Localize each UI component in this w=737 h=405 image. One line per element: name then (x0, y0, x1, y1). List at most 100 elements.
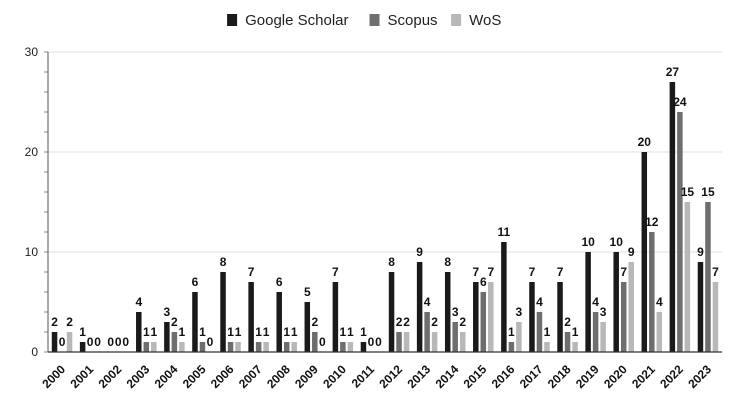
bar-wos-2019 (600, 322, 606, 352)
bar-wos-2023 (712, 282, 719, 352)
data-label-wos-2005: 0 (207, 335, 214, 349)
data-label-wos-2007: 1 (263, 325, 270, 339)
x-tick-label-2009: 2009 (292, 362, 321, 391)
data-label-google-scholar-2002: 0 (107, 335, 114, 349)
bar-wos-2012 (403, 332, 410, 352)
bar-wos-2007 (263, 342, 269, 352)
bar-google-scholar-2006 (220, 272, 226, 352)
data-label-scopus-2001: 0 (87, 335, 94, 349)
x-tick-label-2019: 2019 (573, 362, 602, 391)
data-label-google-scholar-2010: 7 (332, 265, 339, 279)
x-tick-label-2000: 2000 (39, 362, 68, 391)
bar-wos-2020 (628, 262, 634, 352)
bar-scopus-2003 (143, 342, 150, 352)
data-label-scopus-2021: 12 (645, 215, 659, 229)
data-label-scopus-2015: 6 (480, 275, 487, 289)
data-label-google-scholar-2001: 1 (79, 325, 86, 339)
data-label-google-scholar-2011: 1 (360, 325, 367, 339)
data-label-scopus-2008: 1 (283, 325, 290, 339)
bar-scopus-2019 (592, 312, 599, 352)
y-tick-label-0: 0 (31, 345, 38, 359)
data-label-wos-2003: 1 (150, 325, 157, 339)
bar-scopus-2010 (340, 342, 346, 352)
bar-google-scholar-2021 (641, 152, 648, 352)
bar-wos-2021 (656, 312, 663, 352)
data-label-google-scholar-2007: 7 (248, 265, 255, 279)
data-label-scopus-2009: 2 (311, 315, 318, 329)
data-label-scopus-2013: 4 (424, 295, 431, 309)
data-label-wos-2008: 1 (291, 325, 298, 339)
data-label-google-scholar-2020: 10 (610, 235, 624, 249)
bar-wos-2022 (684, 202, 691, 352)
data-label-google-scholar-2012: 8 (388, 255, 395, 269)
legend-label-wos: WoS (469, 12, 501, 29)
gridlines (48, 51, 722, 253)
data-label-wos-2002: 0 (122, 335, 129, 349)
bar-google-scholar-2001 (79, 342, 86, 352)
legend: Google Scholar Scopus WoS (227, 12, 501, 29)
data-label-google-scholar-2013: 9 (416, 245, 423, 259)
bar-scopus-2008 (283, 342, 290, 352)
data-label-google-scholar-2019: 10 (581, 235, 595, 249)
x-tick-label-2018: 2018 (545, 362, 574, 391)
bar-wos-2006 (235, 342, 241, 352)
data-label-wos-2021: 4 (656, 295, 663, 309)
data-label-scopus-2000: 0 (59, 335, 66, 349)
legend-swatch-wos (451, 14, 462, 26)
bar-scopus-2009 (312, 332, 318, 352)
data-label-scopus-2005: 1 (199, 325, 206, 339)
bar-google-scholar-2011 (360, 342, 367, 352)
data-label-scopus-2006: 1 (227, 325, 234, 339)
bar-google-scholar-2019 (585, 252, 591, 352)
x-tick-label-2007: 2007 (236, 362, 265, 391)
data-label-scopus-2016: 1 (508, 325, 515, 339)
data-label-google-scholar-2003: 4 (135, 295, 142, 309)
data-label-google-scholar-2023: 9 (697, 245, 704, 259)
x-tick-label-2023: 2023 (685, 362, 714, 391)
x-tick-label-2011: 2011 (349, 362, 378, 391)
data-label-scopus-2023: 15 (701, 185, 715, 199)
bar-scopus-2017 (536, 312, 543, 352)
data-label-wos-2020: 9 (628, 245, 635, 259)
data-label-scopus-2019: 4 (592, 295, 599, 309)
x-tick-label-2021: 2021 (629, 362, 658, 391)
bar-scopus-2022 (677, 112, 683, 352)
data-label-scopus-2004: 2 (171, 315, 178, 329)
data-label-scopus-2011: 0 (368, 335, 375, 349)
data-label-wos-2001: 0 (94, 335, 101, 349)
bar-google-scholar-2016 (501, 242, 507, 352)
x-tick-label-2016: 2016 (489, 362, 518, 391)
bar-scopus-2021 (649, 232, 655, 352)
bar-scopus-2007 (255, 342, 262, 352)
x-tick-label-2002: 2002 (96, 362, 125, 391)
x-tick-label-2017: 2017 (517, 362, 546, 391)
bar-wos-2018 (572, 342, 578, 352)
x-tick-label-2015: 2015 (461, 362, 490, 391)
x-tick-label-2010: 2010 (320, 362, 349, 391)
data-label-google-scholar-2017: 7 (529, 265, 536, 279)
bar-wos-2003 (151, 342, 157, 352)
y-tick-label-30: 30 (25, 45, 39, 59)
bar-google-scholar-2017 (529, 282, 535, 352)
data-label-wos-2022: 15 (681, 185, 695, 199)
bar-wos-2000 (66, 332, 73, 352)
data-label-google-scholar-2015: 7 (472, 265, 479, 279)
x-tick-label-2005: 2005 (180, 362, 209, 391)
bar-google-scholar-2007 (248, 282, 254, 352)
x-tick-label-2014: 2014 (433, 362, 462, 391)
x-tick-label-2013: 2013 (404, 362, 433, 391)
legend-label-google-scholar: Google Scholar (245, 12, 348, 29)
data-label-wos-2016: 3 (516, 305, 523, 319)
bar-wos-2017 (544, 342, 550, 352)
data-label-google-scholar-2005: 6 (192, 275, 199, 289)
bars (51, 82, 719, 352)
data-label-wos-2004: 1 (179, 325, 186, 339)
data-label-google-scholar-2014: 8 (444, 255, 451, 269)
data-label-google-scholar-2016: 11 (498, 225, 511, 239)
legend-swatch-google-scholar (227, 14, 238, 26)
bar-scopus-2015 (480, 292, 487, 352)
data-label-wos-2009: 0 (319, 335, 326, 349)
data-label-google-scholar-2022: 27 (666, 65, 680, 79)
data-label-wos-2013: 2 (431, 315, 438, 329)
bar-wos-2010 (347, 342, 354, 352)
